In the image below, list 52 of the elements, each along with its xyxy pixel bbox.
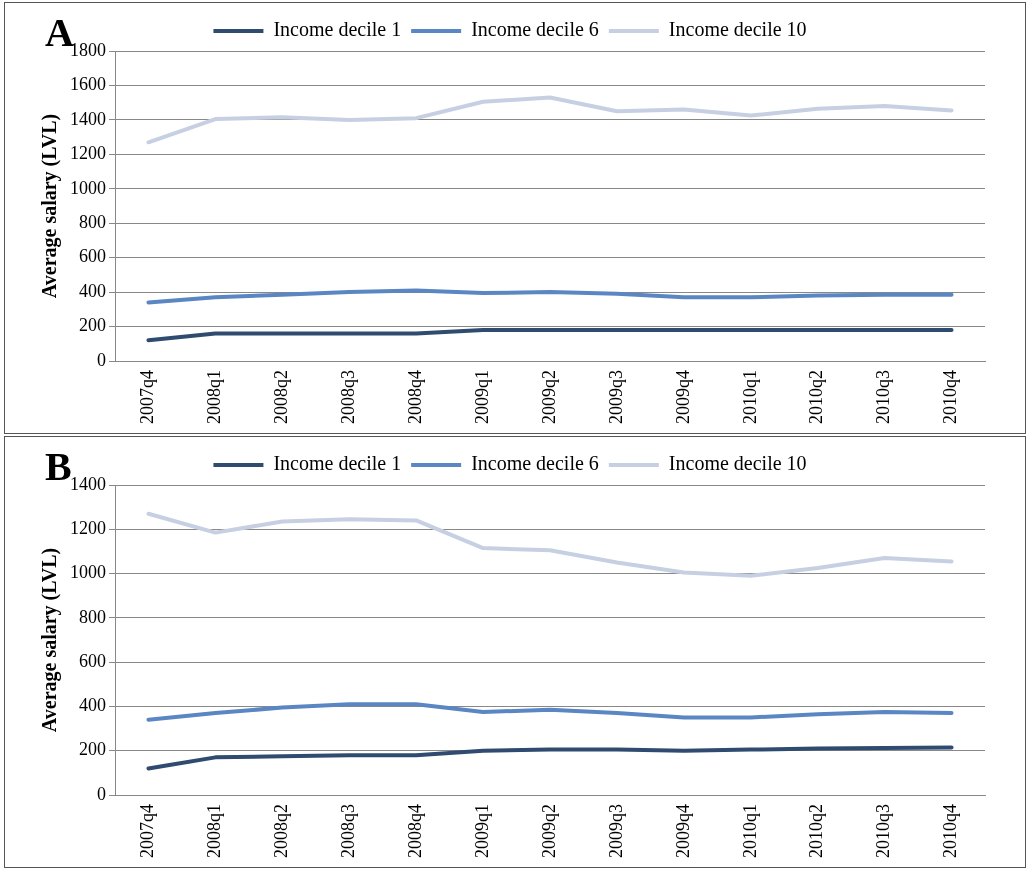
y-tick-label: 1400 (70, 108, 106, 129)
y-tick-label: 600 (79, 650, 106, 671)
legend-label: Income decile 10 (668, 452, 807, 475)
x-tick-label: 2008q1 (204, 370, 225, 424)
chart-title: B (45, 443, 72, 489)
legend-label: Income decile 1 (273, 18, 402, 41)
x-tick-label: 2007q4 (137, 370, 158, 424)
x-tick-label: 2010q3 (873, 370, 894, 424)
x-tick-label: 2008q2 (271, 370, 292, 424)
x-tick-label: 2009q1 (471, 804, 492, 858)
x-tick-label: 2010q2 (806, 804, 827, 858)
x-tick-label: 2009q2 (538, 804, 559, 858)
x-tick-label: 2010q4 (940, 804, 961, 858)
legend-label: Income decile 6 (471, 452, 599, 475)
x-tick-label: 2008q3 (337, 804, 358, 858)
y-tick-label: 1200 (70, 518, 106, 539)
x-tick-label: 2008q1 (204, 804, 225, 858)
y-tick-label: 1200 (70, 143, 106, 164)
y-tick-label: 1000 (70, 177, 106, 198)
y-tick-label: 400 (79, 280, 106, 301)
y-axis-title: Average salary (LVL) (38, 547, 62, 733)
y-tick-label: 0 (97, 783, 106, 804)
y-axis-title: Average salary (LVL) (38, 113, 62, 299)
x-tick-label: 2009q4 (672, 804, 693, 858)
x-tick-label: 2009q4 (672, 370, 693, 424)
x-tick-label: 2008q4 (404, 804, 425, 858)
x-tick-label: 2009q3 (605, 370, 626, 424)
y-tick-label: 600 (79, 246, 106, 267)
legend-label: Income decile 6 (471, 18, 599, 41)
x-tick-label: 2008q3 (337, 370, 358, 424)
y-tick-label: 200 (79, 739, 106, 760)
x-tick-label: 2008q4 (404, 370, 425, 424)
x-tick-label: 2010q1 (739, 370, 760, 424)
x-tick-label: 2008q2 (271, 804, 292, 858)
x-tick-label: 2010q3 (873, 804, 894, 858)
y-tick-label: 200 (79, 315, 106, 336)
y-tick-label: 800 (79, 606, 106, 627)
y-tick-label: 800 (79, 211, 106, 232)
x-tick-label: 2010q4 (940, 370, 961, 424)
y-tick-label: 400 (79, 695, 106, 716)
legend-label: Income decile 1 (273, 452, 402, 475)
legend-label: Income decile 10 (668, 18, 807, 41)
x-tick-label: 2007q4 (137, 804, 158, 858)
x-tick-label: 2009q1 (471, 370, 492, 424)
x-tick-label: 2010q1 (739, 804, 760, 858)
x-tick-label: 2010q2 (806, 370, 827, 424)
y-tick-label: 1000 (70, 562, 106, 583)
y-tick-label: 1600 (70, 74, 106, 95)
x-tick-label: 2009q2 (538, 370, 559, 424)
x-tick-label: 2009q3 (605, 804, 626, 858)
y-tick-label: 0 (97, 349, 106, 370)
y-tick-label: 1400 (70, 473, 106, 494)
